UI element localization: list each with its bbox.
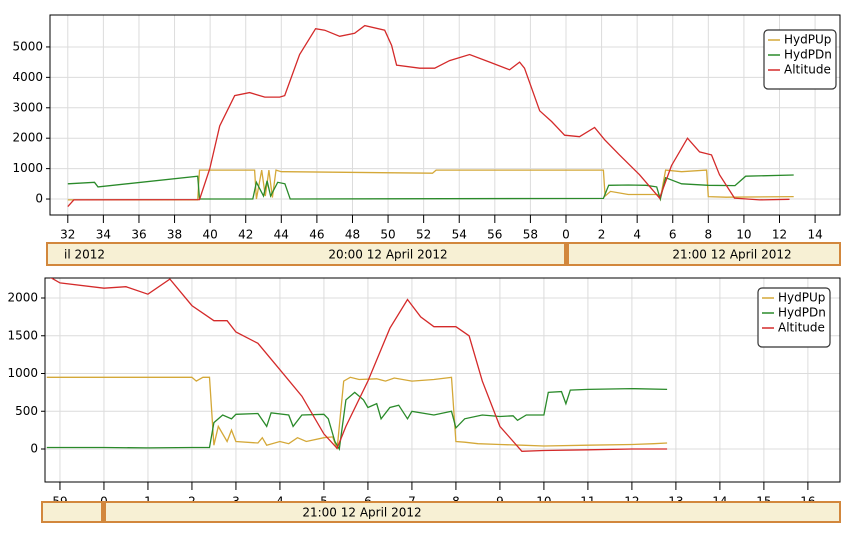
plot-lines xyxy=(46,278,668,452)
timeline-bar xyxy=(46,242,841,266)
x-tick-label: 48 xyxy=(345,228,360,242)
x-tick-label: 50 xyxy=(380,228,395,242)
x-tick-label: 12 xyxy=(772,228,787,242)
x-tick-label: 10 xyxy=(736,228,751,242)
x-tick-label: 38 xyxy=(167,228,182,242)
x-tick-label: 6 xyxy=(669,228,677,242)
x-tick-label: 0 xyxy=(562,228,570,242)
x-tick-label: 58 xyxy=(523,228,538,242)
y-tick-label: 3000 xyxy=(12,100,43,114)
series-line xyxy=(50,278,668,452)
x-tick-label: 42 xyxy=(238,228,253,242)
x-tick-label: 2 xyxy=(598,228,606,242)
x-tick-label: 52 xyxy=(416,228,431,242)
y-tick-label: 2000 xyxy=(12,131,43,145)
y-tick-label: 2000 xyxy=(7,291,38,305)
legend-label: HydPDn xyxy=(778,306,826,320)
x-tick-label: 8 xyxy=(705,228,713,242)
plot-frame xyxy=(44,277,841,483)
x-tick-label: 40 xyxy=(202,228,217,242)
legend-label: Altitude xyxy=(784,63,831,77)
legend-label: HydPDn xyxy=(784,48,832,62)
x-tick-label: 34 xyxy=(96,228,111,242)
y-tick-label: 5000 xyxy=(12,39,43,53)
plot-frame xyxy=(49,14,841,216)
x-tick-label: 44 xyxy=(274,228,289,242)
x-tick-label: 32 xyxy=(60,228,75,242)
timeline-label: 21:00 12 April 2012 xyxy=(302,506,421,520)
timeline-marker xyxy=(101,502,106,522)
legend-box xyxy=(757,287,831,348)
x-tick-label: 56 xyxy=(487,228,502,242)
timeline-label: il 2012 xyxy=(64,248,105,262)
x-tick-label: 14 xyxy=(807,228,822,242)
y-tick-label: 1500 xyxy=(7,328,38,342)
timeline-label: 20:00 12 April 2012 xyxy=(328,248,447,262)
x-tick-label: 4 xyxy=(633,228,641,242)
y-tick-label: 1000 xyxy=(7,366,38,380)
timeline-label: 21:00 12 April 2012 xyxy=(672,248,791,262)
series-line xyxy=(67,169,794,202)
x-tick-label: 36 xyxy=(131,228,146,242)
x-tick-label: 46 xyxy=(309,228,324,242)
y-tick-label: 500 xyxy=(15,404,38,418)
legend-label: HydPUp xyxy=(778,291,825,305)
series-line xyxy=(46,387,668,451)
legend-label: HydPUp xyxy=(784,33,831,47)
y-tick-label: 4000 xyxy=(12,70,43,84)
legend-label: Altitude xyxy=(778,321,825,335)
y-tick-label: 0 xyxy=(35,192,43,206)
legend-box xyxy=(763,29,837,90)
y-tick-label: 0 xyxy=(30,442,38,456)
timeline-marker xyxy=(564,243,569,265)
y-tick-label: 1000 xyxy=(12,161,43,175)
timeline-bar xyxy=(41,501,841,523)
series-line xyxy=(67,24,790,208)
plot-lines xyxy=(67,24,794,208)
x-tick-label: 54 xyxy=(452,228,467,242)
